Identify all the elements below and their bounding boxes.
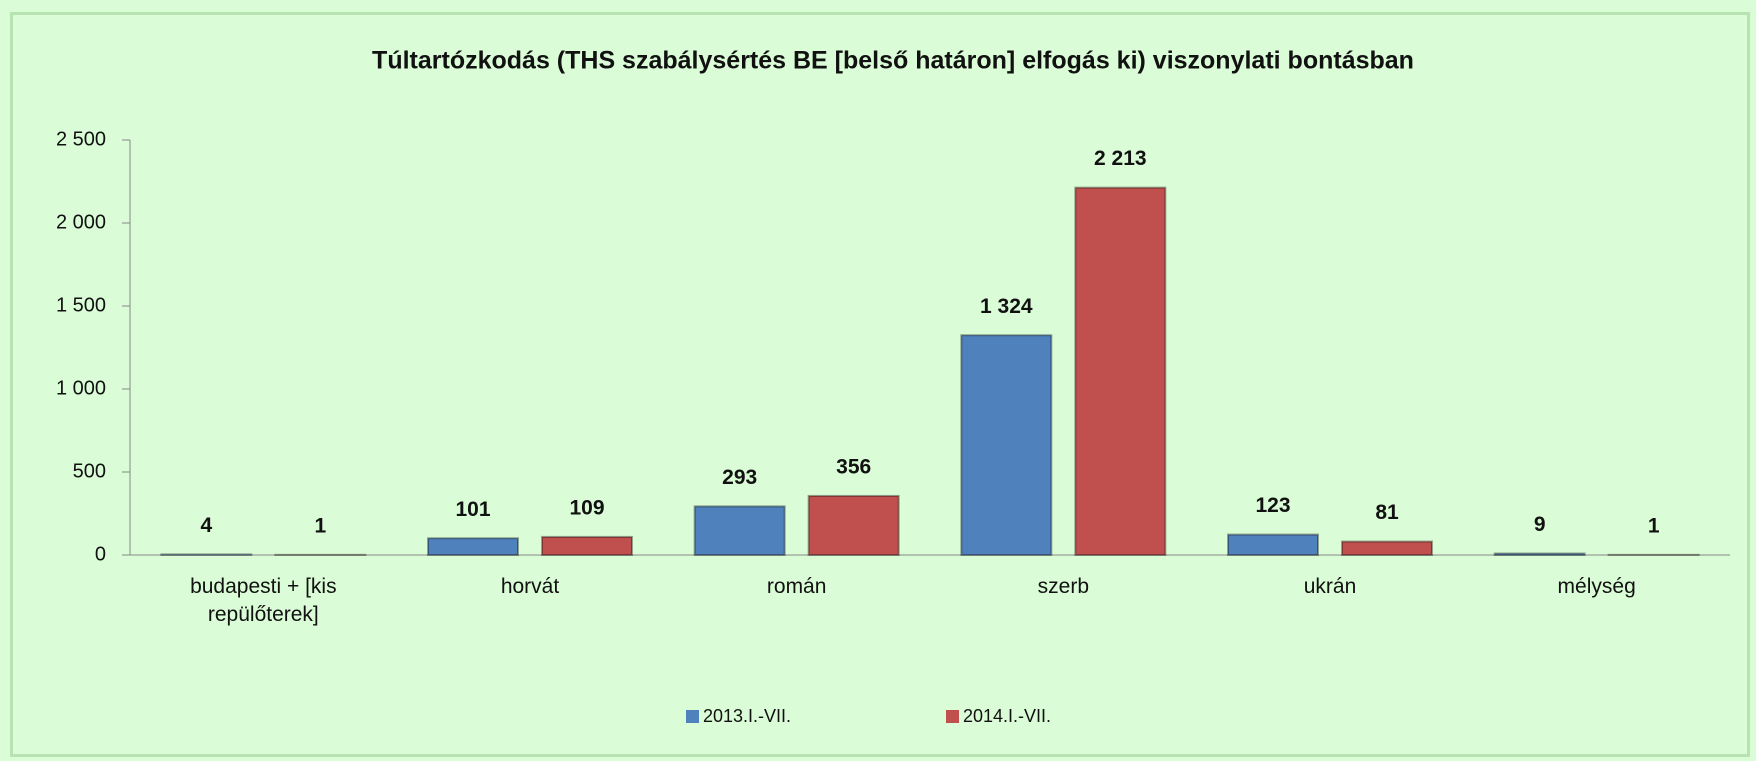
x-tick-label: szerb: [1037, 575, 1089, 598]
data-label: 1: [1648, 514, 1660, 537]
bar: [807, 494, 900, 556]
legend-swatch: [946, 710, 959, 723]
data-label: 4: [200, 514, 212, 537]
data-label: 109: [569, 496, 604, 519]
chart-title: Túltartózkodás (THS szabálysértés BE [be…: [372, 47, 1414, 75]
bar: [1341, 540, 1433, 557]
x-tick-label: horvát: [500, 575, 560, 598]
bar: [1227, 533, 1319, 556]
bar: [160, 553, 253, 556]
data-label: 101: [455, 498, 490, 521]
legend-label: 2014.I.-VII.: [963, 706, 1051, 726]
y-tick-label: 0: [95, 543, 106, 565]
bar: [960, 334, 1053, 556]
data-label: 2 213: [1094, 147, 1147, 170]
legend-swatch: [686, 710, 699, 723]
legend-label: 2013.I.-VII.: [703, 706, 791, 726]
y-tick-label: 1 000: [56, 377, 106, 399]
bar: [1074, 186, 1167, 556]
bar: [541, 535, 633, 557]
data-label: 1: [314, 514, 326, 537]
x-tick-label: budapesti + [kis repülőterek]: [190, 575, 337, 626]
data-label: 293: [722, 466, 757, 489]
y-tick-label: 500: [73, 460, 106, 482]
bar: [693, 505, 786, 556]
bar: [427, 537, 519, 557]
chart-frame: [10, 12, 1750, 757]
data-label: 81: [1375, 501, 1399, 524]
x-tick-label: román: [766, 575, 827, 598]
data-label: 356: [836, 455, 871, 478]
y-tick-label: 2 000: [56, 211, 106, 233]
data-label: 123: [1255, 494, 1290, 517]
data-label: 1 324: [980, 295, 1033, 318]
data-label: 9: [1534, 513, 1546, 536]
x-tick-label: ukrán: [1303, 575, 1357, 598]
y-tick-label: 1 500: [56, 294, 106, 316]
bar: [1493, 552, 1586, 556]
y-tick-label: 2 500: [56, 128, 106, 150]
x-tick-label: mélység: [1557, 575, 1636, 598]
